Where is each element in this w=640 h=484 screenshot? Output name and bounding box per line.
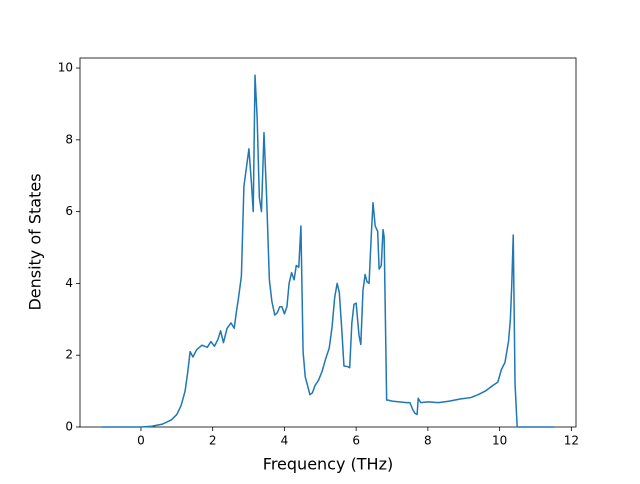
y-axis-label: Density of States	[26, 173, 45, 310]
x-tick-label: 8	[424, 434, 432, 448]
x-tick-label: 12	[564, 434, 579, 448]
x-tick-label: 2	[209, 434, 217, 448]
x-tick-label: 0	[137, 434, 145, 448]
y-tick-label: 4	[65, 276, 73, 290]
y-tick-label: 10	[58, 61, 73, 75]
x-axis-label: Frequency (THz)	[263, 455, 393, 474]
x-tick-label: 6	[352, 434, 360, 448]
y-tick-label: 8	[65, 132, 73, 146]
line-series	[101, 74, 555, 428]
x-tick-label: 10	[492, 434, 507, 448]
y-tick-label: 6	[65, 204, 73, 218]
y-tick-label: 2	[65, 348, 73, 362]
y-tick-label: 0	[65, 420, 73, 434]
plot-frame	[79, 57, 577, 428]
x-tick-label: 4	[281, 434, 289, 448]
